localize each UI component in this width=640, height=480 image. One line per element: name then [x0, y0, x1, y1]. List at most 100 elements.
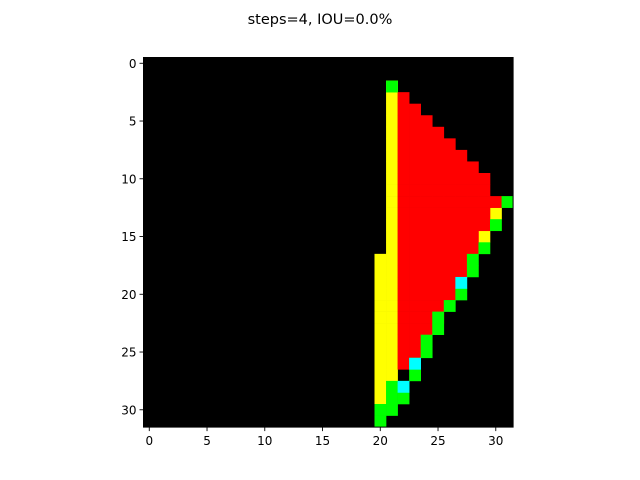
yellow-cell	[374, 380, 387, 393]
red-cell	[409, 265, 421, 278]
red-cell	[420, 242, 433, 255]
red-cell	[432, 196, 445, 208]
red-cell	[409, 323, 421, 335]
green-cell	[386, 380, 398, 393]
red-cell	[478, 219, 491, 232]
green-cell	[409, 369, 421, 382]
red-cell	[420, 184, 433, 197]
red-cell	[432, 138, 445, 151]
yellow-cell	[386, 207, 398, 220]
yellow-cell	[386, 230, 398, 243]
yellow-cell	[374, 323, 387, 335]
red-cell	[397, 346, 410, 359]
x-tick-label: 20	[373, 434, 388, 448]
red-cell	[443, 242, 456, 255]
red-cell	[432, 300, 445, 312]
red-cell	[432, 126, 445, 139]
green-cell	[490, 219, 502, 232]
x-tick-label: 15	[315, 434, 330, 448]
red-cell	[455, 184, 468, 197]
green-cell	[432, 323, 445, 335]
red-cell	[466, 242, 479, 255]
red-cell	[455, 265, 468, 278]
red-cell	[409, 230, 421, 243]
red-cell	[409, 242, 421, 255]
red-cell	[397, 323, 410, 335]
yellow-cell	[374, 300, 387, 312]
yellow-cell	[386, 173, 398, 185]
green-cell	[386, 392, 398, 405]
red-cell	[420, 288, 433, 301]
red-cell	[455, 173, 468, 185]
axes: 0 5 10 15 20 25 30 0 5 10 15 20 25 30	[121, 57, 514, 448]
red-cell	[432, 184, 445, 197]
y-tick-label: 20	[121, 288, 136, 302]
yellow-cell	[386, 196, 398, 208]
red-cell	[409, 219, 421, 232]
green-cell	[374, 404, 387, 416]
yellow-cell	[374, 276, 387, 289]
yellow-cell	[386, 149, 398, 162]
yellow-cell	[386, 115, 398, 128]
yellow-cell	[374, 357, 387, 370]
red-cell	[466, 196, 479, 208]
yellow-cell	[386, 288, 398, 301]
red-cell	[420, 196, 433, 208]
red-cell	[420, 265, 433, 278]
yellow-cell	[374, 288, 387, 301]
red-cell	[409, 161, 421, 174]
x-tick-label: 10	[257, 434, 272, 448]
red-cell	[397, 230, 410, 243]
red-cell	[409, 276, 421, 289]
red-cell	[466, 219, 479, 232]
red-cell	[443, 230, 456, 243]
red-cell	[455, 253, 468, 266]
red-cell	[443, 265, 456, 278]
red-cell	[466, 184, 479, 197]
red-cell	[397, 311, 410, 324]
red-cell	[420, 311, 433, 324]
yellow-cell	[386, 219, 398, 232]
red-cell	[432, 230, 445, 243]
red-cell	[420, 230, 433, 243]
red-cell	[420, 115, 433, 128]
y-tick-label: 0	[129, 57, 137, 71]
red-cell	[409, 149, 421, 162]
red-cell	[397, 207, 410, 220]
yellow-cell	[374, 369, 387, 382]
green-cell	[466, 253, 479, 266]
y-tick-label: 10	[121, 172, 136, 186]
red-cell	[420, 138, 433, 151]
red-cell	[455, 219, 468, 232]
x-tick-label: 5	[203, 434, 211, 448]
yellow-cell	[386, 161, 398, 174]
red-cell	[420, 323, 433, 335]
y-tick-label: 5	[129, 115, 137, 129]
red-cell	[420, 207, 433, 220]
red-cell	[420, 173, 433, 185]
red-cell	[443, 207, 456, 220]
red-cell	[397, 92, 410, 104]
red-cell	[432, 253, 445, 266]
green-cell	[397, 392, 410, 405]
red-cell	[432, 288, 445, 301]
red-cell	[455, 161, 468, 174]
red-cell	[443, 196, 456, 208]
yellow-cell	[386, 253, 398, 266]
red-cell	[397, 138, 410, 151]
red-cell	[397, 115, 410, 128]
red-cell	[443, 138, 456, 151]
red-cell	[455, 149, 468, 162]
red-cell	[397, 242, 410, 255]
red-cell	[432, 219, 445, 232]
yellow-cell	[386, 357, 398, 370]
red-cell	[397, 253, 410, 266]
cyan-cell	[409, 357, 421, 370]
green-cell	[443, 300, 456, 312]
cyan-cell	[397, 380, 410, 393]
x-tick-label: 25	[430, 434, 445, 448]
red-cell	[466, 207, 479, 220]
yellow-cell	[386, 334, 398, 347]
yellow-cell	[374, 392, 387, 405]
y-tick-label: 15	[121, 230, 136, 244]
